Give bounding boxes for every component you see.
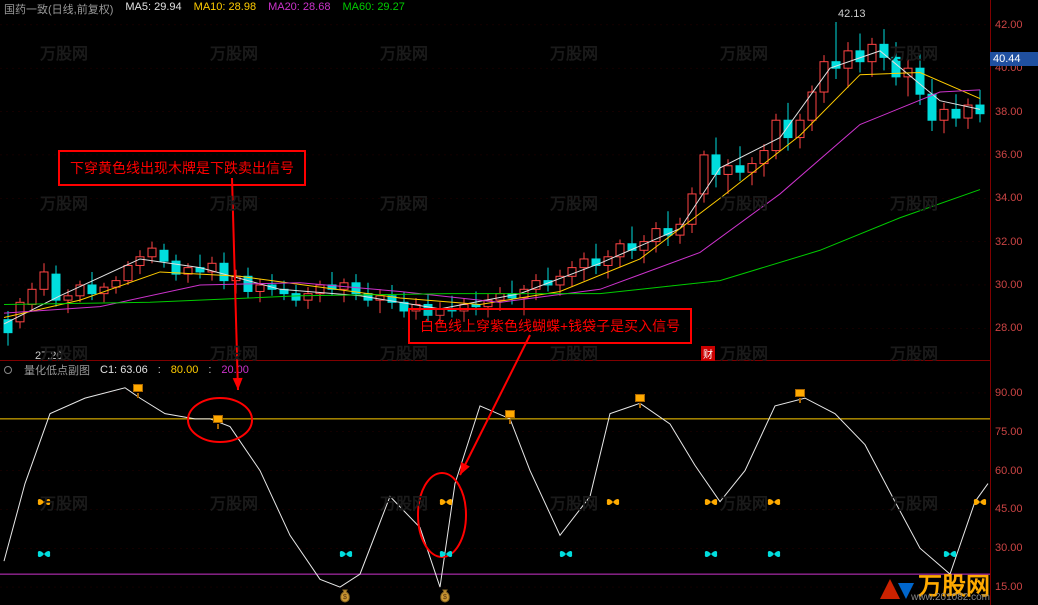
wooden-sign-icon [505,410,515,418]
cai-marker: 财 [701,346,715,361]
ma20-label: MA20: 28.68 [268,1,330,17]
indicator-svg [0,360,990,605]
indicator-y-axis: 15.0030.0045.0060.0075.0090.00 [990,360,1038,605]
indicator-v2: 80.00 [171,364,199,376]
ma60-label: MA60: 29.27 [342,1,404,17]
wooden-sign-icon [795,389,805,397]
indicator-title: 量化低点副图 [24,362,90,378]
logo-up-arrow-icon [880,579,900,599]
ma5-label: MA5: 29.94 [125,1,181,17]
indicator-circle-icon [4,366,12,374]
indicator-c1: C1: 63.06 [100,364,148,376]
ma10-label: MA10: 28.98 [194,1,256,17]
site-logo: 万股网 www.201082.com [880,573,990,599]
annotation-buy-signal: 白色线上穿紫色线蝴蝶+钱袋子是买入信号 [408,308,692,344]
logo-url: www.201082.com [911,592,990,603]
annotation-sell-signal: 下穿黄色线出现木牌是下跌卖出信号 [58,150,306,186]
indicator-v3: 20.00 [221,364,249,376]
chart-title: 国药一致(日线,前复权) [4,1,113,17]
chart-header: 国药一致(日线,前复权) MA5: 29.94 MA10: 28.98 MA20… [4,1,405,17]
svg-text:$: $ [343,594,347,601]
wooden-sign-icon [133,384,143,392]
panel-divider [0,360,990,361]
high-price-label: 42.13 [838,8,866,20]
wooden-sign-icon [213,415,223,423]
current-price-badge: 40.44 [990,52,1038,66]
indicator-panel[interactable] [0,360,990,605]
svg-text:$: $ [443,594,447,601]
indicator-header: 量化低点副图 C1: 63.06 : 80.00 : 20.00 [4,362,249,378]
wooden-sign-icon [635,394,645,402]
